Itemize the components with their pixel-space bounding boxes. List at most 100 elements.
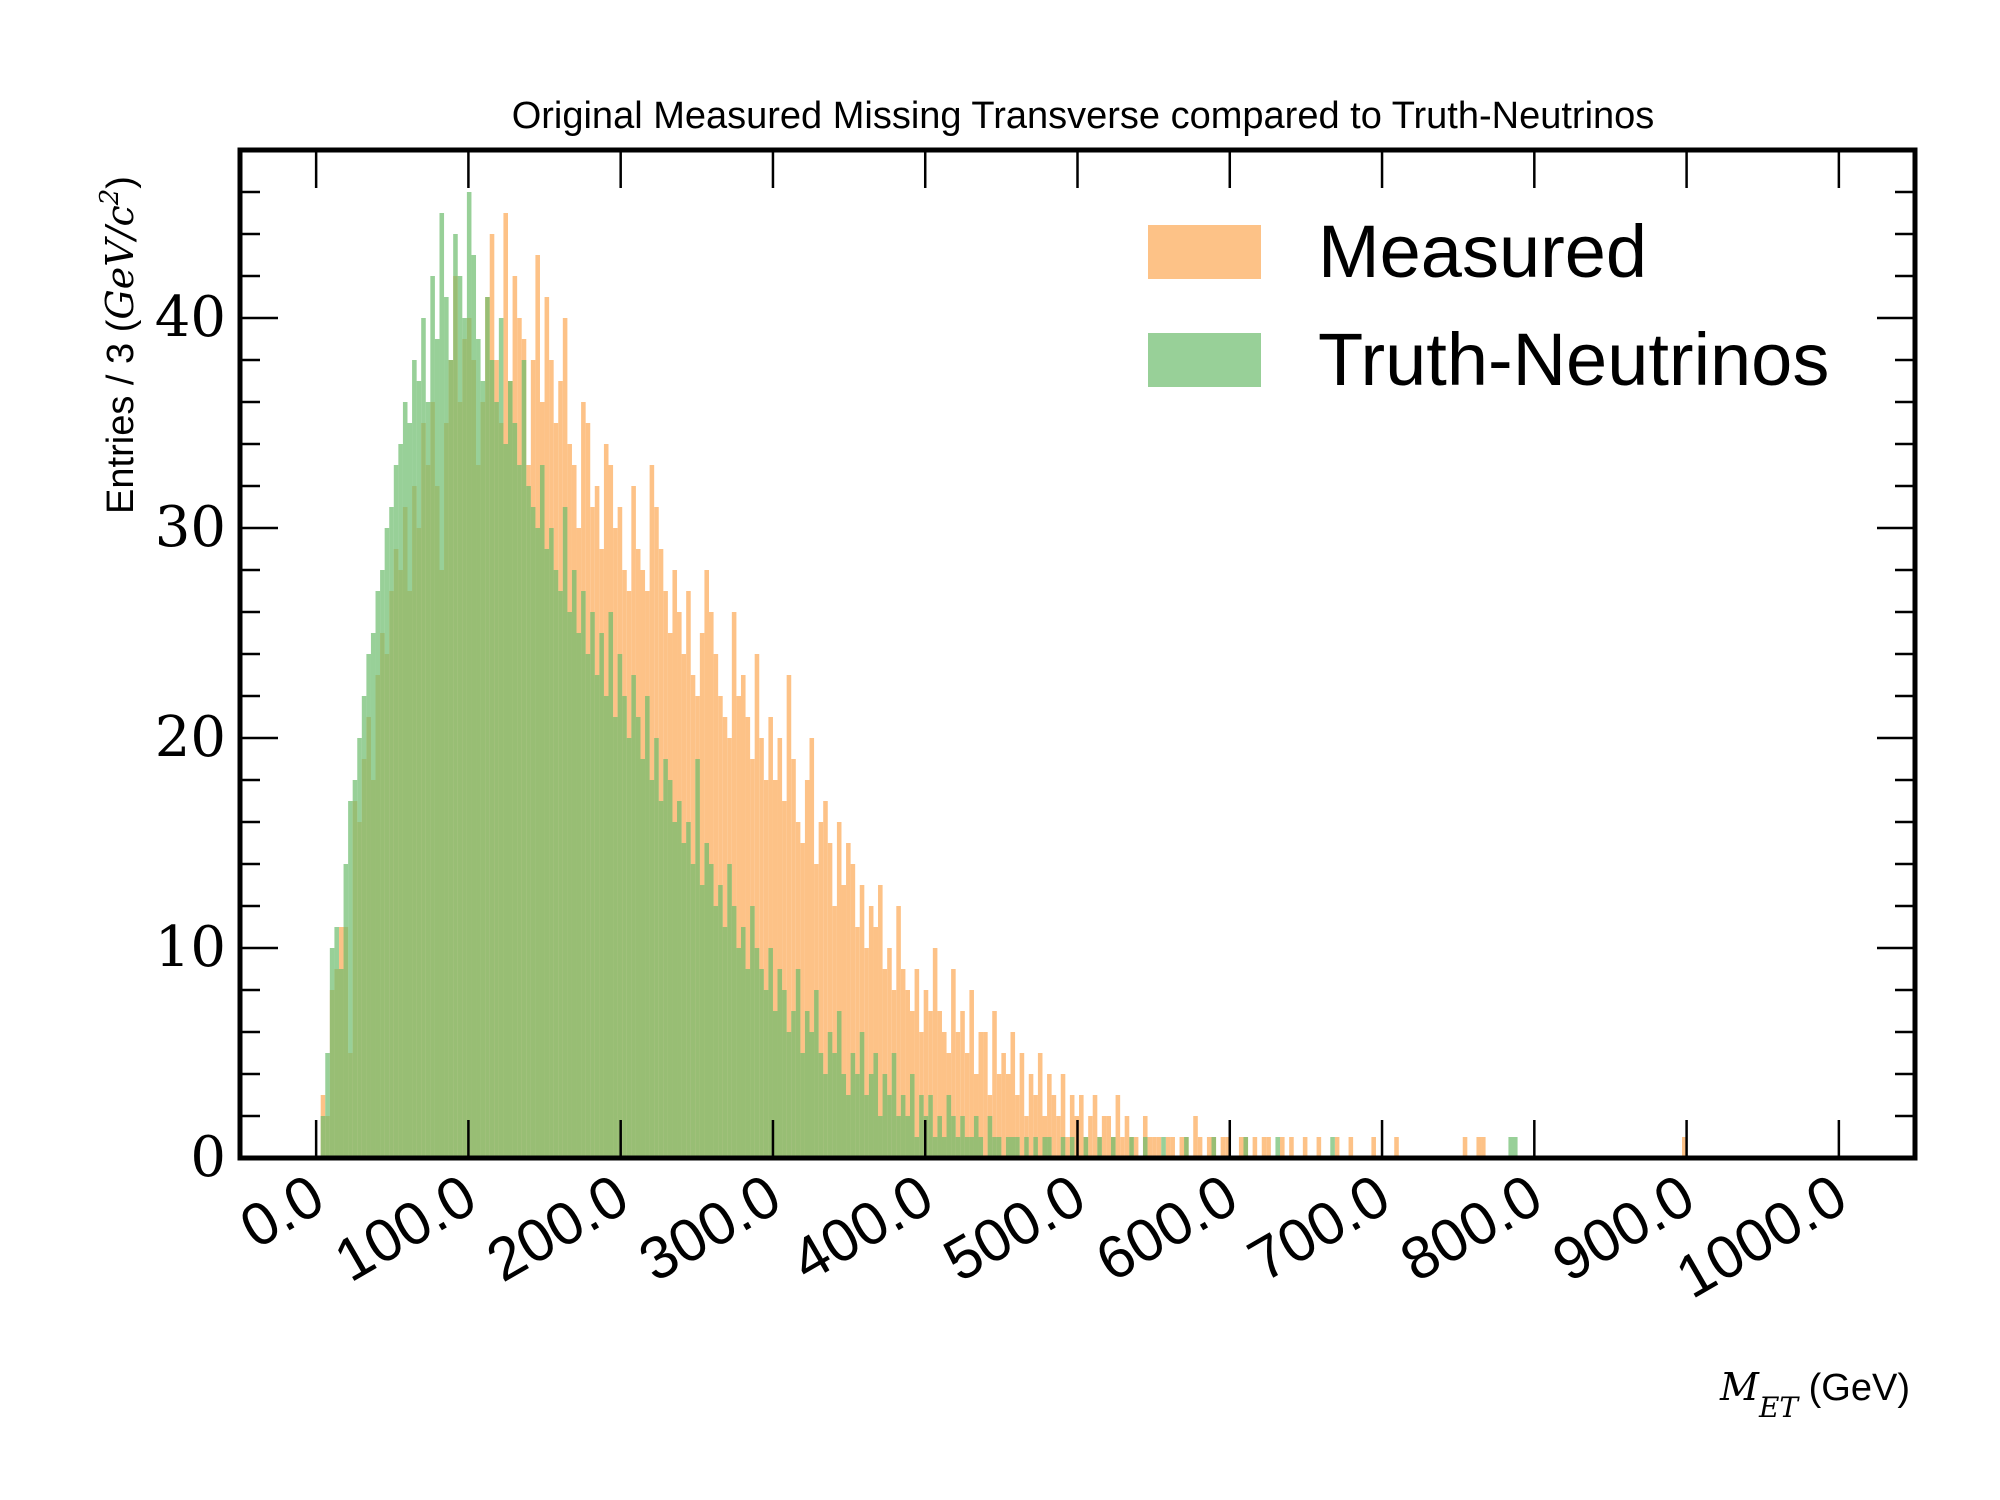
histogram-bar: [439, 213, 445, 1158]
histogram-bar: [928, 1011, 933, 1158]
histogram-bar: [791, 1011, 796, 1158]
histogram-bar: [914, 1137, 920, 1158]
histogram-bar: [503, 444, 508, 1158]
histogram-bar: [759, 969, 764, 1158]
histogram-bar: [412, 360, 417, 1158]
histogram-bar: [471, 255, 477, 1158]
x-axis-label: MET (GeV): [1719, 1365, 1910, 1424]
histogram-bar: [1184, 1137, 1189, 1158]
histogram-bar: [955, 1032, 961, 1158]
histogram-bar: [512, 423, 518, 1158]
histogram-bar: [1197, 1137, 1203, 1158]
y-tick-label: 0: [190, 1125, 226, 1190]
histogram-bar: [709, 864, 714, 1158]
histogram-bar: [325, 1053, 330, 1158]
histogram-bar: [530, 507, 536, 1158]
histogram-bar: [859, 1032, 865, 1158]
histogram-bar: [873, 1053, 879, 1158]
histogram-bar: [1106, 1116, 1111, 1158]
histogram-bar: [352, 780, 358, 1158]
y-axis-label-text: Entries / 3 (: [100, 319, 142, 514]
histogram-bar: [804, 780, 810, 1158]
histogram-bar: [836, 822, 842, 1158]
histogram-bar: [759, 738, 764, 1158]
histogram-bar: [786, 1032, 792, 1158]
histogram-bar: [366, 654, 371, 1158]
histogram-bar: [1083, 1137, 1089, 1158]
histogram-bar: [1111, 1137, 1116, 1158]
histogram-bar: [740, 927, 746, 1158]
histogram-bar: [777, 738, 783, 1158]
histogram-bar: [334, 927, 339, 1158]
histogram-bar: [320, 1116, 326, 1158]
histogram-bar: [626, 738, 632, 1158]
histogram-bar: [1289, 1137, 1294, 1158]
histogram-bar: [823, 1074, 828, 1158]
chart-title: Original Measured Missing Transverse com…: [512, 95, 1655, 137]
histogram-bar: [891, 1053, 897, 1158]
histogram-bar: [357, 738, 362, 1158]
histogram-bar: [1010, 1032, 1016, 1158]
histogram-bar: [1252, 1137, 1258, 1158]
histogram-bar: [864, 948, 869, 1158]
histogram-bar: [338, 969, 344, 1158]
histogram-bar: [855, 927, 860, 1158]
histogram-bar: [855, 1074, 860, 1158]
legend-swatch-measured: [1148, 225, 1261, 279]
histogram-bar: [672, 822, 678, 1158]
histogram-bar: [1394, 1137, 1399, 1158]
histogram-bar: [887, 948, 892, 1158]
histogram-bar: [978, 1137, 984, 1158]
histogram-bar: [887, 1095, 892, 1158]
histogram-bar: [407, 423, 413, 1158]
histogram-bar: [992, 1011, 997, 1158]
histogram-bar: [900, 969, 906, 1158]
histogram-bar: [649, 780, 655, 1158]
histogram-bar: [1033, 1137, 1038, 1158]
histogram-bar: [489, 360, 495, 1158]
histogram-bar: [1476, 1137, 1482, 1158]
histogram-bar: [964, 1053, 970, 1158]
x-tick-label: 600.0: [1085, 1161, 1249, 1294]
histogram-bar: [763, 990, 769, 1158]
histogram-bar: [846, 1095, 851, 1158]
histogram-bar: [882, 1074, 888, 1158]
histogram-bar: [1051, 1095, 1057, 1158]
histogram-bar: [814, 990, 819, 1158]
histogram-bar: [343, 864, 349, 1158]
histogram-bar: [1024, 1137, 1029, 1158]
histogram-bar: [640, 759, 646, 1158]
x-tick-label: 200.0: [476, 1161, 640, 1294]
histogram-bar: [1005, 1137, 1011, 1158]
histogram-bar: [937, 1116, 942, 1158]
histogram-bar: [809, 738, 815, 1158]
histogram-bar: [777, 969, 783, 1158]
histogram-bar: [421, 318, 426, 1158]
histogram-bar: [539, 465, 545, 1158]
histogram-bar: [466, 192, 472, 1158]
histogram-bar: [635, 717, 641, 1158]
histogram-bar: [951, 1116, 956, 1158]
histogram-bar: [416, 381, 422, 1158]
histogram-bar: [823, 801, 828, 1158]
histogram-bar: [1170, 1137, 1175, 1158]
histogram-bar: [754, 948, 760, 1158]
histogram-bar: [1280, 1137, 1285, 1158]
histogram-bar: [910, 1074, 915, 1158]
histogram-bar: [960, 1011, 965, 1158]
histogram-bar: [1124, 1116, 1130, 1158]
histogram-bar: [576, 633, 582, 1158]
histogram-bar: [1060, 1074, 1066, 1158]
histogram-bar: [1206, 1137, 1212, 1158]
histogram-bar: [914, 969, 920, 1158]
histogram-bar: [905, 1116, 910, 1158]
legend-label-measured: Measured: [1318, 210, 1647, 293]
x-axis-label-unit: (GeV): [1798, 1367, 1910, 1409]
histogram-bar: [731, 612, 737, 1158]
histogram-bar: [380, 570, 385, 1158]
histogram-bar: [827, 1032, 833, 1158]
histogram-bar: [1088, 1116, 1093, 1158]
histogram-bar: [878, 885, 883, 1158]
histogram-bar: [754, 654, 760, 1158]
